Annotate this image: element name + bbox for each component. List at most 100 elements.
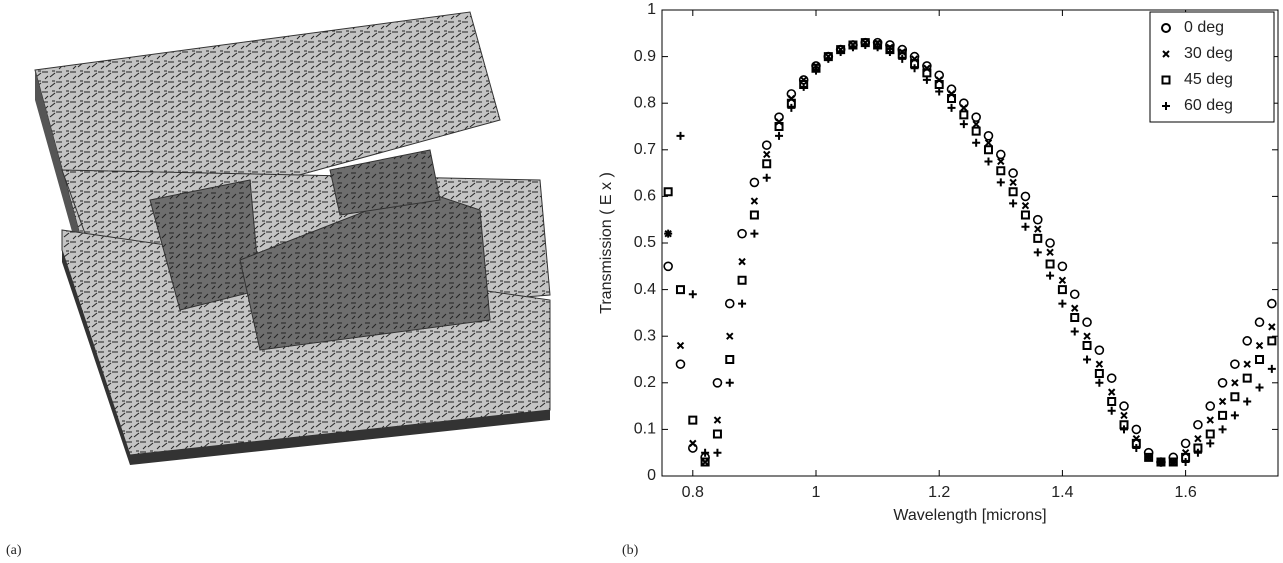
marker [1094, 345, 1105, 355]
marker [1008, 168, 1018, 178]
marker [983, 145, 993, 155]
marker [1193, 443, 1203, 453]
marker [1020, 210, 1030, 220]
marker [1057, 285, 1067, 295]
marker [897, 49, 907, 59]
marker [1242, 336, 1253, 346]
mesh-illustration [34, 11, 551, 465]
marker [1205, 401, 1216, 411]
marker [676, 131, 685, 140]
marker [996, 178, 1005, 187]
marker [861, 40, 870, 49]
y-tick-label: 0 [647, 467, 656, 484]
marker [1132, 444, 1141, 453]
marker [737, 275, 747, 285]
x-tick-label: 1.6 [1174, 484, 1196, 501]
marker [749, 177, 760, 188]
marker [738, 257, 746, 266]
marker [873, 43, 882, 52]
marker [1218, 425, 1227, 434]
marker [676, 341, 685, 350]
marker [1230, 411, 1239, 420]
marker [774, 122, 784, 131]
marker [1107, 406, 1116, 415]
marker [1046, 248, 1054, 257]
marker [1070, 327, 1079, 336]
marker [983, 131, 994, 141]
panel-label: (b) [622, 543, 639, 558]
marker [762, 159, 772, 169]
y-tick-label: 0.5 [634, 234, 656, 251]
marker [910, 59, 920, 69]
marker [750, 197, 759, 205]
marker [1021, 202, 1030, 210]
marker [1254, 317, 1265, 328]
marker [1095, 360, 1104, 368]
y-tick-label: 0.9 [634, 48, 656, 65]
marker [1242, 373, 1252, 383]
marker [688, 415, 698, 425]
marker [947, 94, 957, 104]
marker [749, 210, 759, 220]
legend-label: 60 deg [1184, 97, 1233, 114]
marker [1095, 378, 1104, 387]
marker [984, 139, 993, 147]
marker [934, 80, 944, 90]
marker [700, 457, 710, 467]
marker [724, 298, 735, 309]
marker [811, 63, 821, 73]
marker [812, 66, 820, 75]
marker [1009, 199, 1018, 208]
marker [836, 47, 845, 56]
series [663, 38, 1277, 467]
marker [959, 120, 968, 129]
marker [996, 149, 1006, 160]
marker [1243, 397, 1252, 406]
marker [1058, 299, 1067, 308]
marker [1144, 453, 1153, 462]
marker [1168, 457, 1178, 467]
marker [1107, 396, 1117, 406]
marker [712, 378, 723, 388]
marker [1193, 448, 1202, 457]
marker [1267, 298, 1277, 309]
marker [750, 229, 759, 238]
marker [1057, 261, 1068, 272]
marker [1008, 187, 1018, 197]
marker [1071, 304, 1079, 312]
marker [663, 261, 673, 272]
marker [763, 150, 771, 159]
marker [971, 112, 981, 122]
marker [1033, 233, 1043, 243]
marker [1267, 364, 1276, 373]
marker [824, 54, 833, 63]
y-tick-label: 0.4 [634, 281, 656, 298]
marker [786, 98, 796, 108]
marker [1032, 214, 1043, 225]
marker [1119, 420, 1129, 430]
panel-label: (a) [6, 543, 22, 558]
marker [1193, 419, 1203, 430]
legend-marker [1162, 50, 1170, 58]
marker [1045, 238, 1055, 248]
y-tick-label: 0.2 [634, 374, 656, 391]
legend-label: 45 deg [1184, 71, 1233, 88]
x-tick-label: 1.2 [928, 484, 950, 501]
marker [1181, 458, 1190, 467]
marker [935, 87, 944, 96]
marker [1230, 392, 1240, 402]
marker [1194, 435, 1202, 443]
marker [713, 448, 722, 457]
marker [726, 332, 734, 340]
marker [737, 228, 747, 239]
marker [947, 103, 956, 112]
marker [1169, 458, 1178, 467]
marker [848, 40, 858, 50]
marker [1020, 191, 1031, 202]
marker [898, 54, 907, 63]
marker [1082, 317, 1092, 328]
marker [922, 75, 931, 84]
marker [1156, 458, 1165, 467]
marker [885, 40, 895, 50]
